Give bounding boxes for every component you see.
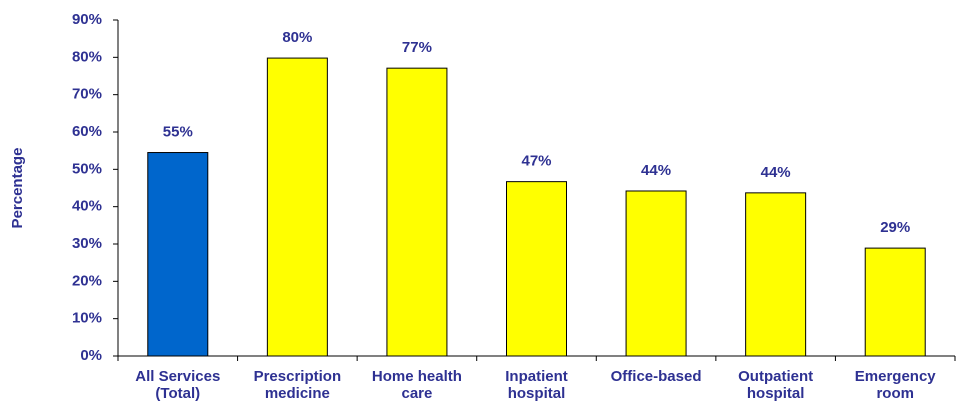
x-tick-label: Emergency bbox=[855, 368, 937, 385]
x-tick-label: Office-based bbox=[611, 368, 702, 385]
x-tick-label: Prescription bbox=[254, 368, 342, 385]
bar bbox=[506, 181, 567, 357]
x-tick-label: Outpatient bbox=[738, 368, 813, 385]
x-tick-label: (Total) bbox=[155, 385, 200, 402]
y-tick-label: 20% bbox=[72, 272, 102, 289]
y-tick-label: 40% bbox=[72, 198, 102, 215]
y-tick-label: 60% bbox=[72, 123, 102, 140]
y-tick-label: 90% bbox=[72, 11, 102, 28]
x-tick-label: Home health bbox=[372, 368, 462, 385]
bar bbox=[745, 192, 807, 357]
bar bbox=[625, 190, 687, 357]
data-label: 44% bbox=[641, 162, 671, 179]
bar bbox=[147, 152, 209, 357]
data-label: 77% bbox=[402, 39, 432, 56]
y-tick-label: 10% bbox=[72, 310, 102, 327]
y-tick-label: 30% bbox=[72, 235, 102, 252]
data-label: 55% bbox=[163, 124, 193, 141]
x-tick-label: hospital bbox=[508, 385, 566, 402]
x-tick-label: All Services bbox=[135, 368, 220, 385]
data-label: 44% bbox=[761, 164, 791, 181]
y-tick-label: 0% bbox=[80, 347, 102, 364]
x-tick-label: medicine bbox=[265, 385, 330, 402]
bar bbox=[266, 57, 328, 357]
y-tick-label: 70% bbox=[72, 86, 102, 103]
data-label: 29% bbox=[880, 219, 910, 236]
data-label: 47% bbox=[521, 153, 551, 170]
bar bbox=[864, 247, 926, 357]
x-tick-label: Inpatient bbox=[505, 368, 568, 385]
bar bbox=[386, 67, 448, 357]
y-axis-label: Percentage bbox=[9, 148, 26, 229]
y-tick-label: 50% bbox=[72, 160, 102, 177]
data-label: 80% bbox=[282, 29, 312, 46]
x-tick-label: hospital bbox=[747, 385, 805, 402]
y-tick-label: 80% bbox=[72, 48, 102, 65]
x-tick-label: care bbox=[401, 385, 432, 402]
x-tick-label: room bbox=[876, 385, 914, 402]
